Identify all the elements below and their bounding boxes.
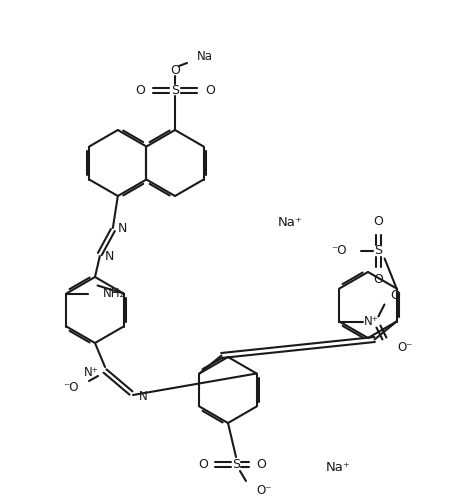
Text: O: O (390, 289, 400, 302)
Text: N: N (138, 390, 147, 404)
Text: NH₂: NH₂ (102, 287, 125, 300)
Text: O⁻: O⁻ (397, 341, 412, 354)
Text: O: O (256, 458, 265, 472)
Text: S: S (171, 83, 179, 97)
Text: O: O (205, 83, 214, 97)
Text: N⁺: N⁺ (363, 315, 378, 328)
Text: O: O (373, 273, 383, 286)
Text: Na⁺: Na⁺ (325, 461, 350, 475)
Text: O⁻: O⁻ (256, 485, 271, 496)
Text: O: O (135, 83, 144, 97)
Text: Na⁺: Na⁺ (277, 215, 302, 229)
Text: N: N (105, 249, 114, 262)
Text: Na: Na (197, 50, 213, 62)
Text: O: O (198, 458, 207, 472)
Text: S: S (232, 458, 239, 472)
Text: O: O (373, 215, 383, 228)
Text: N: N (118, 222, 127, 235)
Text: ⁻O: ⁻O (331, 244, 346, 257)
Text: N⁺: N⁺ (83, 367, 98, 379)
Text: O: O (170, 63, 180, 76)
Text: ⁻O: ⁻O (63, 381, 79, 394)
Text: S: S (374, 244, 382, 257)
